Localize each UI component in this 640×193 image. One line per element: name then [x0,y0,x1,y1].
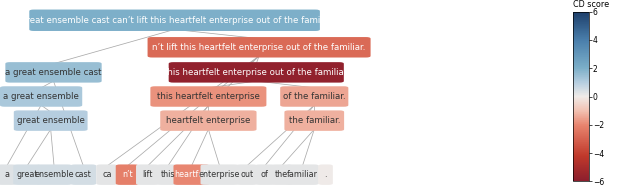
FancyBboxPatch shape [96,164,118,185]
Text: heartfelt: heartfelt [174,170,209,179]
FancyBboxPatch shape [36,164,72,185]
FancyBboxPatch shape [318,164,333,185]
FancyBboxPatch shape [200,164,239,185]
FancyBboxPatch shape [0,86,82,107]
FancyBboxPatch shape [29,9,320,31]
Text: of the familiar.: of the familiar. [283,92,346,101]
Text: heartfelt enterprise: heartfelt enterprise [166,116,251,125]
Text: this heartfelt enterprise: this heartfelt enterprise [157,92,260,101]
Text: great: great [16,170,38,179]
FancyBboxPatch shape [271,164,292,185]
FancyBboxPatch shape [280,86,348,107]
Text: .: . [324,170,327,179]
Text: cast: cast [75,170,92,179]
Text: CD score: CD score [573,0,609,9]
Text: lift: lift [142,170,153,179]
FancyBboxPatch shape [255,164,275,185]
Text: the familiar.: the familiar. [289,116,340,125]
FancyBboxPatch shape [148,37,371,58]
Text: a great ensemble: a great ensemble [3,92,79,101]
FancyBboxPatch shape [13,164,41,185]
FancyBboxPatch shape [70,164,96,185]
Text: a great ensemble cast: a great ensemble cast [5,68,102,77]
FancyBboxPatch shape [5,62,102,83]
Text: familiar: familiar [287,170,318,179]
Text: of: of [260,170,269,179]
FancyBboxPatch shape [150,86,266,107]
FancyBboxPatch shape [0,164,17,185]
Text: this: this [161,170,175,179]
FancyBboxPatch shape [236,164,257,185]
FancyBboxPatch shape [284,110,344,131]
Text: this heartfelt enterprise out of the familiar.: this heartfelt enterprise out of the fam… [164,68,349,77]
FancyBboxPatch shape [14,110,88,131]
Text: ensemble: ensemble [35,170,74,179]
FancyBboxPatch shape [160,110,257,131]
Text: ca: ca [102,170,112,179]
Text: n’t: n’t [122,170,132,179]
FancyBboxPatch shape [136,164,159,185]
Text: a great ensemble cast can’t lift this heartfelt enterprise out of the familiar.: a great ensemble cast can’t lift this he… [13,16,336,25]
FancyBboxPatch shape [169,62,344,83]
Text: n’t lift this heartfelt enterprise out of the familiar.: n’t lift this heartfelt enterprise out o… [152,43,365,52]
Text: great ensemble: great ensemble [17,116,84,125]
FancyBboxPatch shape [116,164,139,185]
Text: a: a [4,170,9,179]
Text: the: the [275,170,288,179]
FancyBboxPatch shape [286,164,319,185]
Text: enterprise: enterprise [199,170,241,179]
FancyBboxPatch shape [173,164,209,185]
Text: out: out [240,170,253,179]
FancyBboxPatch shape [156,164,179,185]
